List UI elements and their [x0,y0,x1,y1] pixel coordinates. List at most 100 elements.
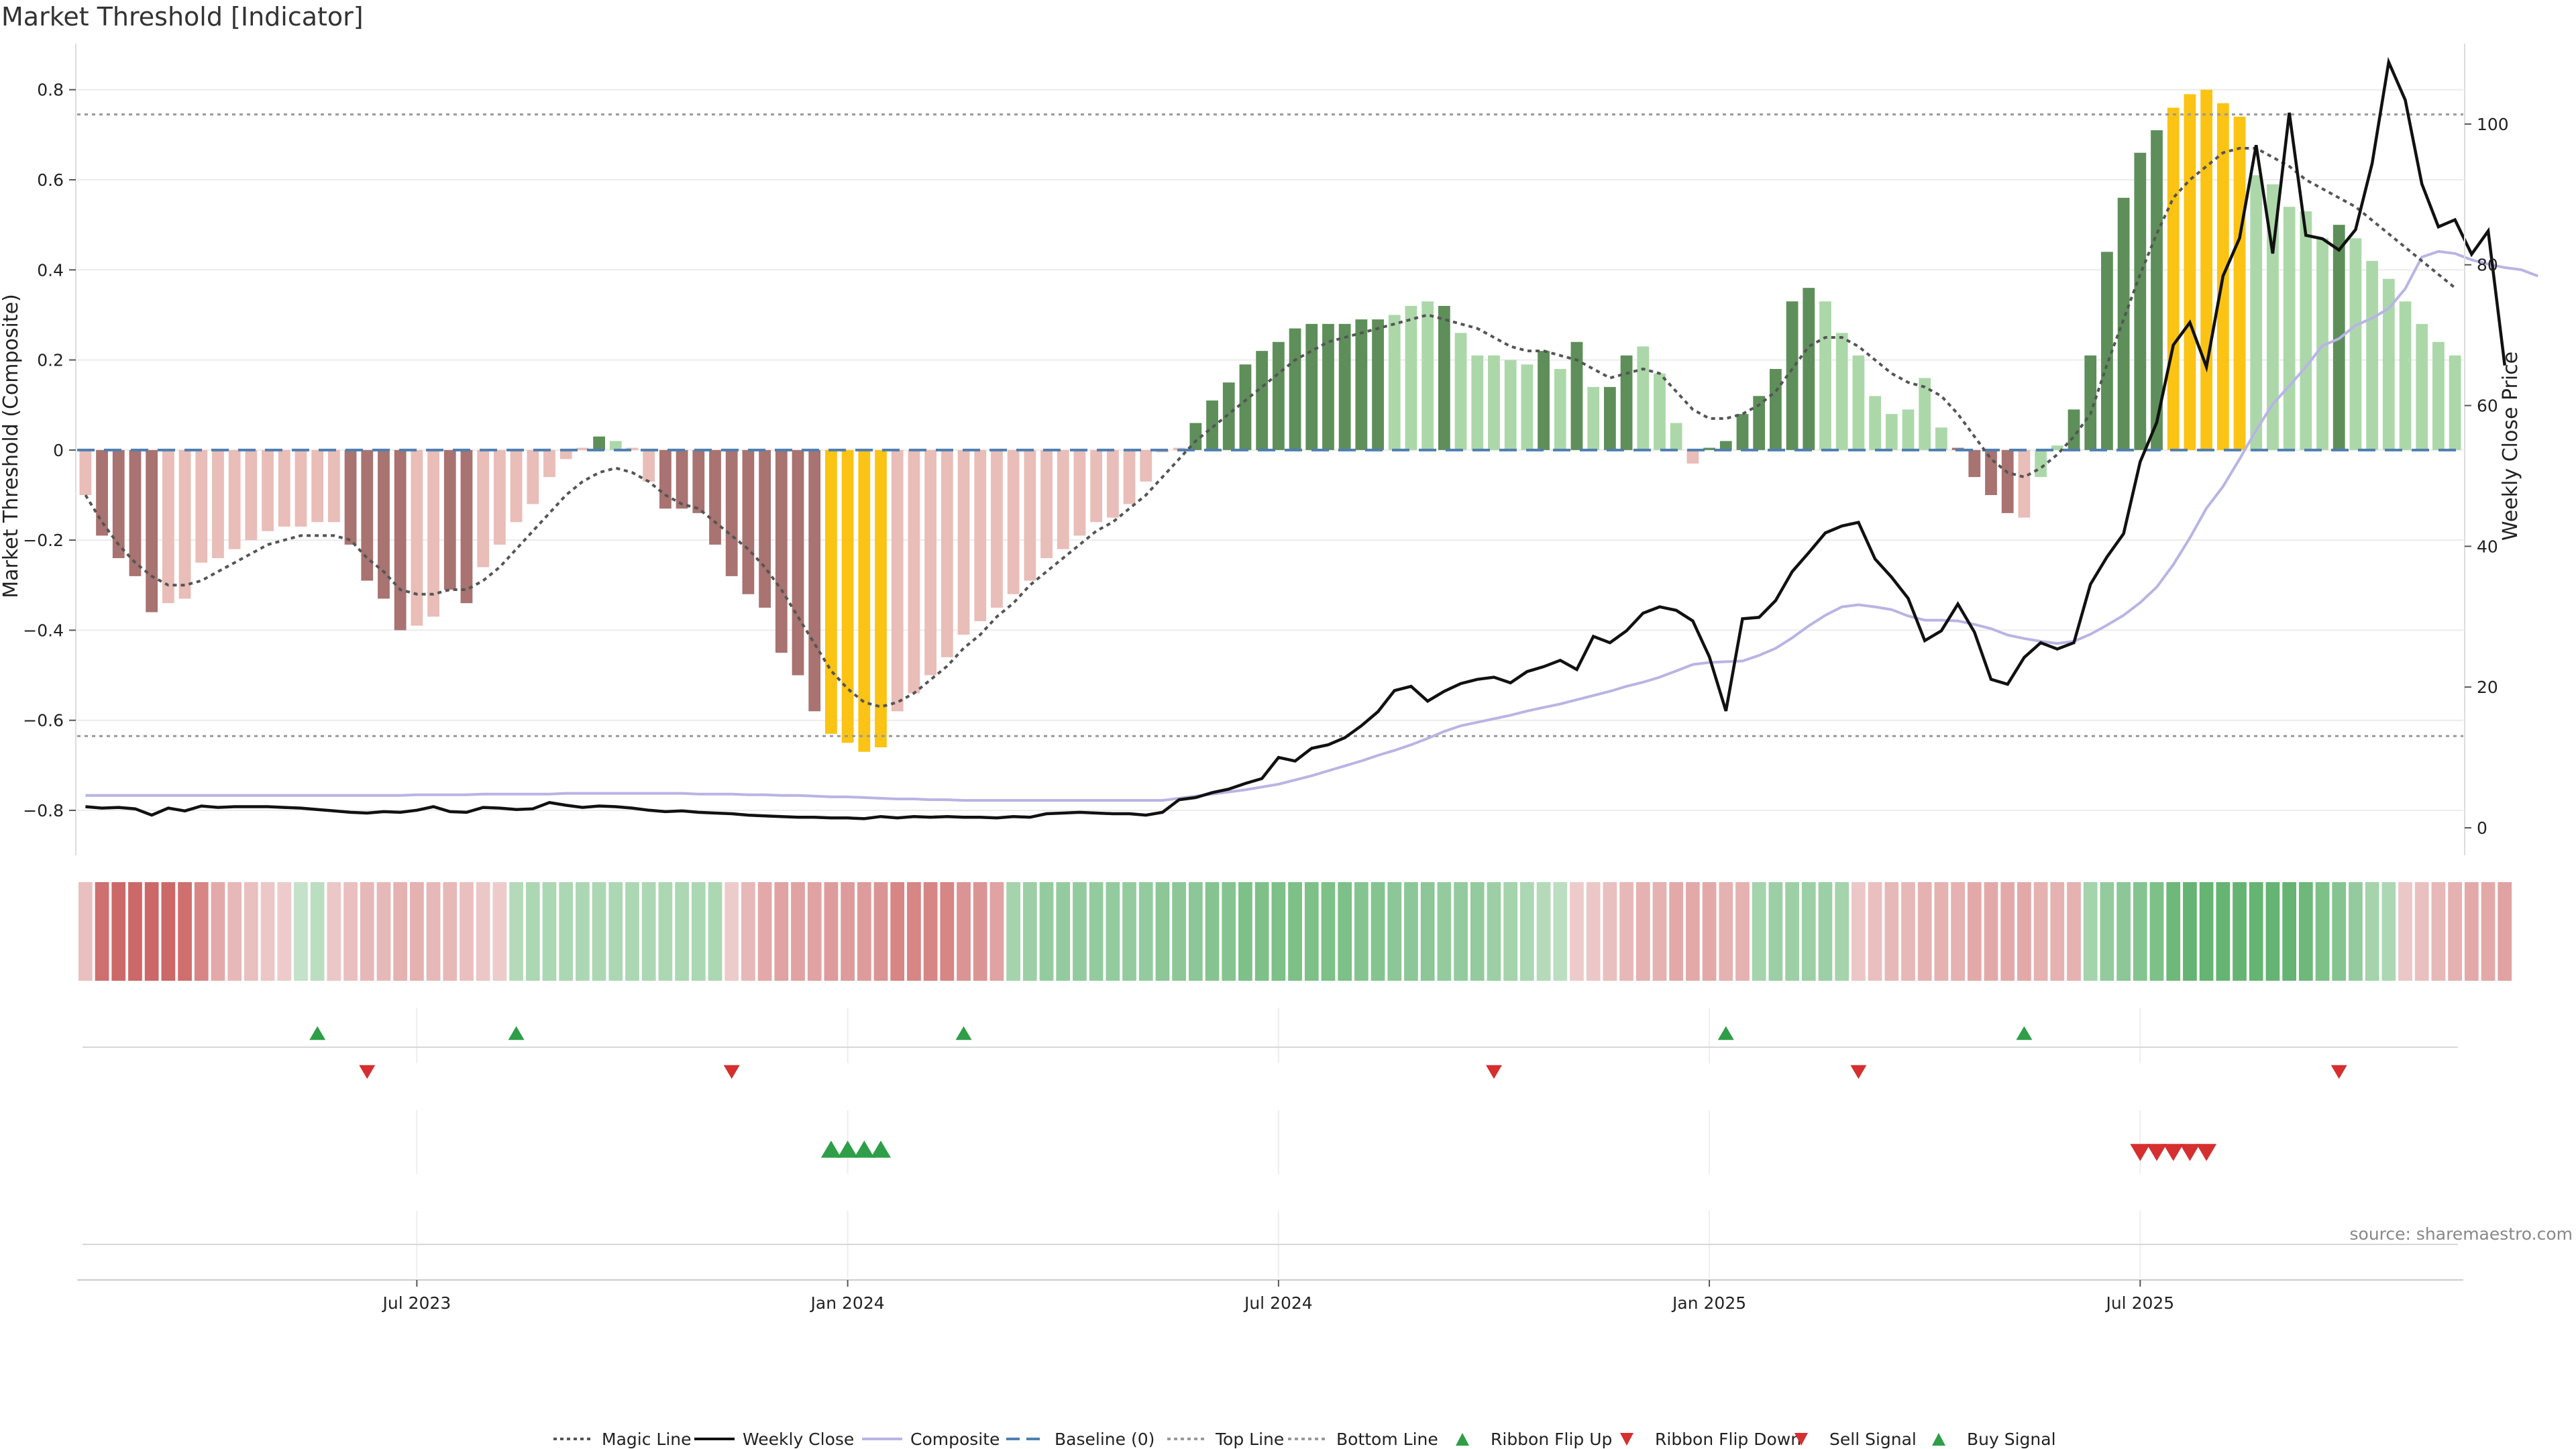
histogram-bar [2167,107,2180,450]
histogram-bar [2250,175,2263,450]
legend-label: Baseline (0) [1055,1430,1155,1449]
ribbon-cell [1089,882,1104,981]
ribbon-cell [2349,882,2363,981]
x-tick-label: Jan 2025 [1671,1293,1746,1313]
ribbon-cell [1835,882,1849,981]
histogram-bar [195,449,208,563]
histogram-bar [1504,360,1517,450]
ribbon-cell [2000,882,2015,981]
histogram-bar [2001,449,2014,513]
ribbon-cell [576,882,590,981]
ribbon-cell [1354,882,1368,981]
ribbon-cell [1039,882,1054,981]
histogram-bar [2349,238,2362,450]
histogram-bar [2449,355,2461,450]
ribbon-cell [1371,882,1385,981]
ribbon-cell [194,882,209,981]
histogram-bar [1587,386,1600,450]
histogram-bar [394,449,407,631]
ribbon-cell [1321,882,1336,981]
histogram-bar [1521,364,1534,450]
histogram-bar [775,449,788,653]
ribbon-cell [1619,882,1633,981]
histogram-bar [725,449,738,576]
x-tick-label: Jan 2024 [810,1293,885,1313]
histogram-bar [974,449,987,621]
ribbon-cell [1669,882,1684,981]
histogram-bar [1355,319,1368,450]
histogram-bar [1189,423,1202,450]
ribbon-cell [95,882,109,981]
ribbon-cell [2481,882,2496,981]
histogram-bar [1239,364,1252,450]
histogram-bar [1256,351,1269,450]
ribbon-cell [1437,882,1452,981]
histogram-bar [1289,328,1301,450]
ribbon-cell [1603,882,1617,981]
ribbon-cell [1205,882,1220,981]
ribbon-flip-down-marker [359,1065,376,1079]
ribbon-cell [542,882,557,981]
ribbon-cell [1768,882,1783,981]
ribbon-cell [227,882,242,981]
histogram-bar [1421,301,1434,450]
histogram-bar [692,449,705,513]
histogram-bar [1057,449,1069,549]
ribbon-cell [2365,882,2379,981]
histogram-bar [1902,409,1915,450]
ribbon-cell [1122,882,1136,981]
magic-line [84,147,2456,708]
histogram-bar [344,449,357,545]
ribbon-cell [1387,882,1402,981]
histogram-bar [527,449,539,504]
histogram-bar [858,449,871,752]
histogram-bar [129,449,142,576]
histogram-bar [1471,355,1484,450]
ribbon-cell [774,882,789,981]
histogram-bar [1852,355,1865,450]
ribbon-cell [2298,882,2313,981]
right-tick-label: 80 [2477,256,2498,275]
chart-title: Market Threshold [Indicator] [1,2,364,32]
ribbon-cell [1635,882,1650,981]
ribbon-cell [841,882,855,981]
ribbon-cell [1155,882,1170,981]
ribbon-cell [525,882,540,981]
histogram-bar [228,449,241,549]
histogram-bar [709,449,721,545]
ribbon-cell [873,882,888,981]
histogram-bar [1654,373,1666,450]
ribbon-cell [1487,882,1501,981]
ribbon-cell [1254,882,1269,981]
ribbon-cell [1934,882,1949,981]
ribbon-cell [161,882,176,981]
ribbon-cell [1138,882,1153,981]
x-tick-label: Jul 2025 [2104,1293,2174,1313]
ribbon-cell [476,882,490,981]
ribbon-cell [807,882,822,981]
histogram-bar [759,449,771,608]
ribbon-cell [2050,882,2065,981]
series-lines [84,56,2538,820]
right-tick-label: 0 [2477,818,2487,838]
histogram-bar [427,449,439,617]
signal-panels [77,1008,2463,1281]
right-tick-label: 40 [2477,537,2498,556]
x-axis-ticks: Jul 2023 Jan 2024 Jul 2024 Jan 2025 Jul 2025 [382,1280,2174,1313]
histogram-bar [411,449,423,626]
legend-label: Bottom Line [1336,1430,1438,1449]
legend-marker-sell-signal [1794,1433,1808,1446]
ribbon-cell [2498,882,2512,981]
histogram-bar [1040,449,1053,558]
histogram-bar [2267,184,2279,450]
histogram-bar [2101,252,2113,450]
legend-marker-ribbon-flip-down [1620,1433,1633,1446]
ribbon-cell [260,882,275,981]
histogram-bar [1206,400,1218,450]
histogram-bar [1405,306,1417,450]
legend-label: Sell Signal [1829,1430,1917,1449]
histogram-bar [2382,278,2395,450]
histogram-bar [146,449,158,612]
histogram-bar [1488,355,1500,450]
ribbon-cell [1570,882,1584,981]
